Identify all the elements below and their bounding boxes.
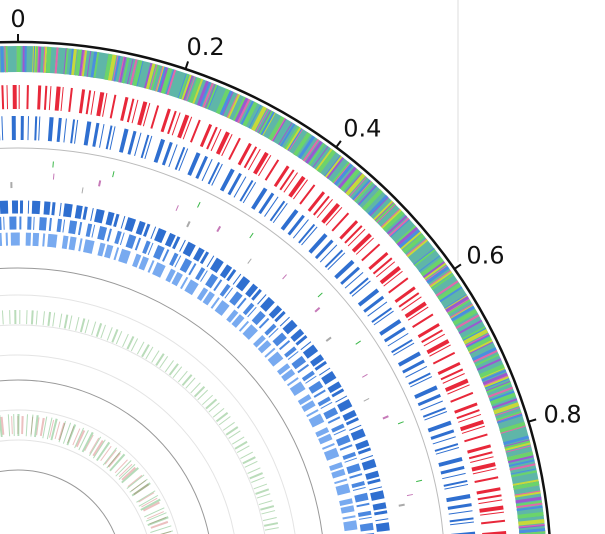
grid-ring xyxy=(0,354,235,534)
blast-track xyxy=(0,200,391,534)
tick-label: 0.4 xyxy=(343,115,381,143)
tick-label: 0.2 xyxy=(186,33,224,61)
tick-mark xyxy=(335,140,342,148)
tick-label: 0.6 xyxy=(466,241,504,269)
gene-track xyxy=(0,46,546,534)
grid-ring xyxy=(0,409,179,534)
tick-mark xyxy=(453,263,462,270)
gc-skew xyxy=(0,416,172,534)
grid-ring xyxy=(0,324,266,534)
tick-mark xyxy=(184,61,190,70)
ring-line xyxy=(0,147,444,534)
ring-line xyxy=(0,469,116,534)
ring-line xyxy=(0,267,323,534)
grid-ring xyxy=(0,439,148,534)
blast-track xyxy=(0,232,359,534)
tick-mark xyxy=(528,418,537,423)
gc-skew xyxy=(0,414,174,534)
tick-label: 0 xyxy=(10,5,25,33)
grid-ring xyxy=(0,294,296,534)
ring-line xyxy=(0,379,210,534)
tick-label: 0.8 xyxy=(544,400,582,428)
